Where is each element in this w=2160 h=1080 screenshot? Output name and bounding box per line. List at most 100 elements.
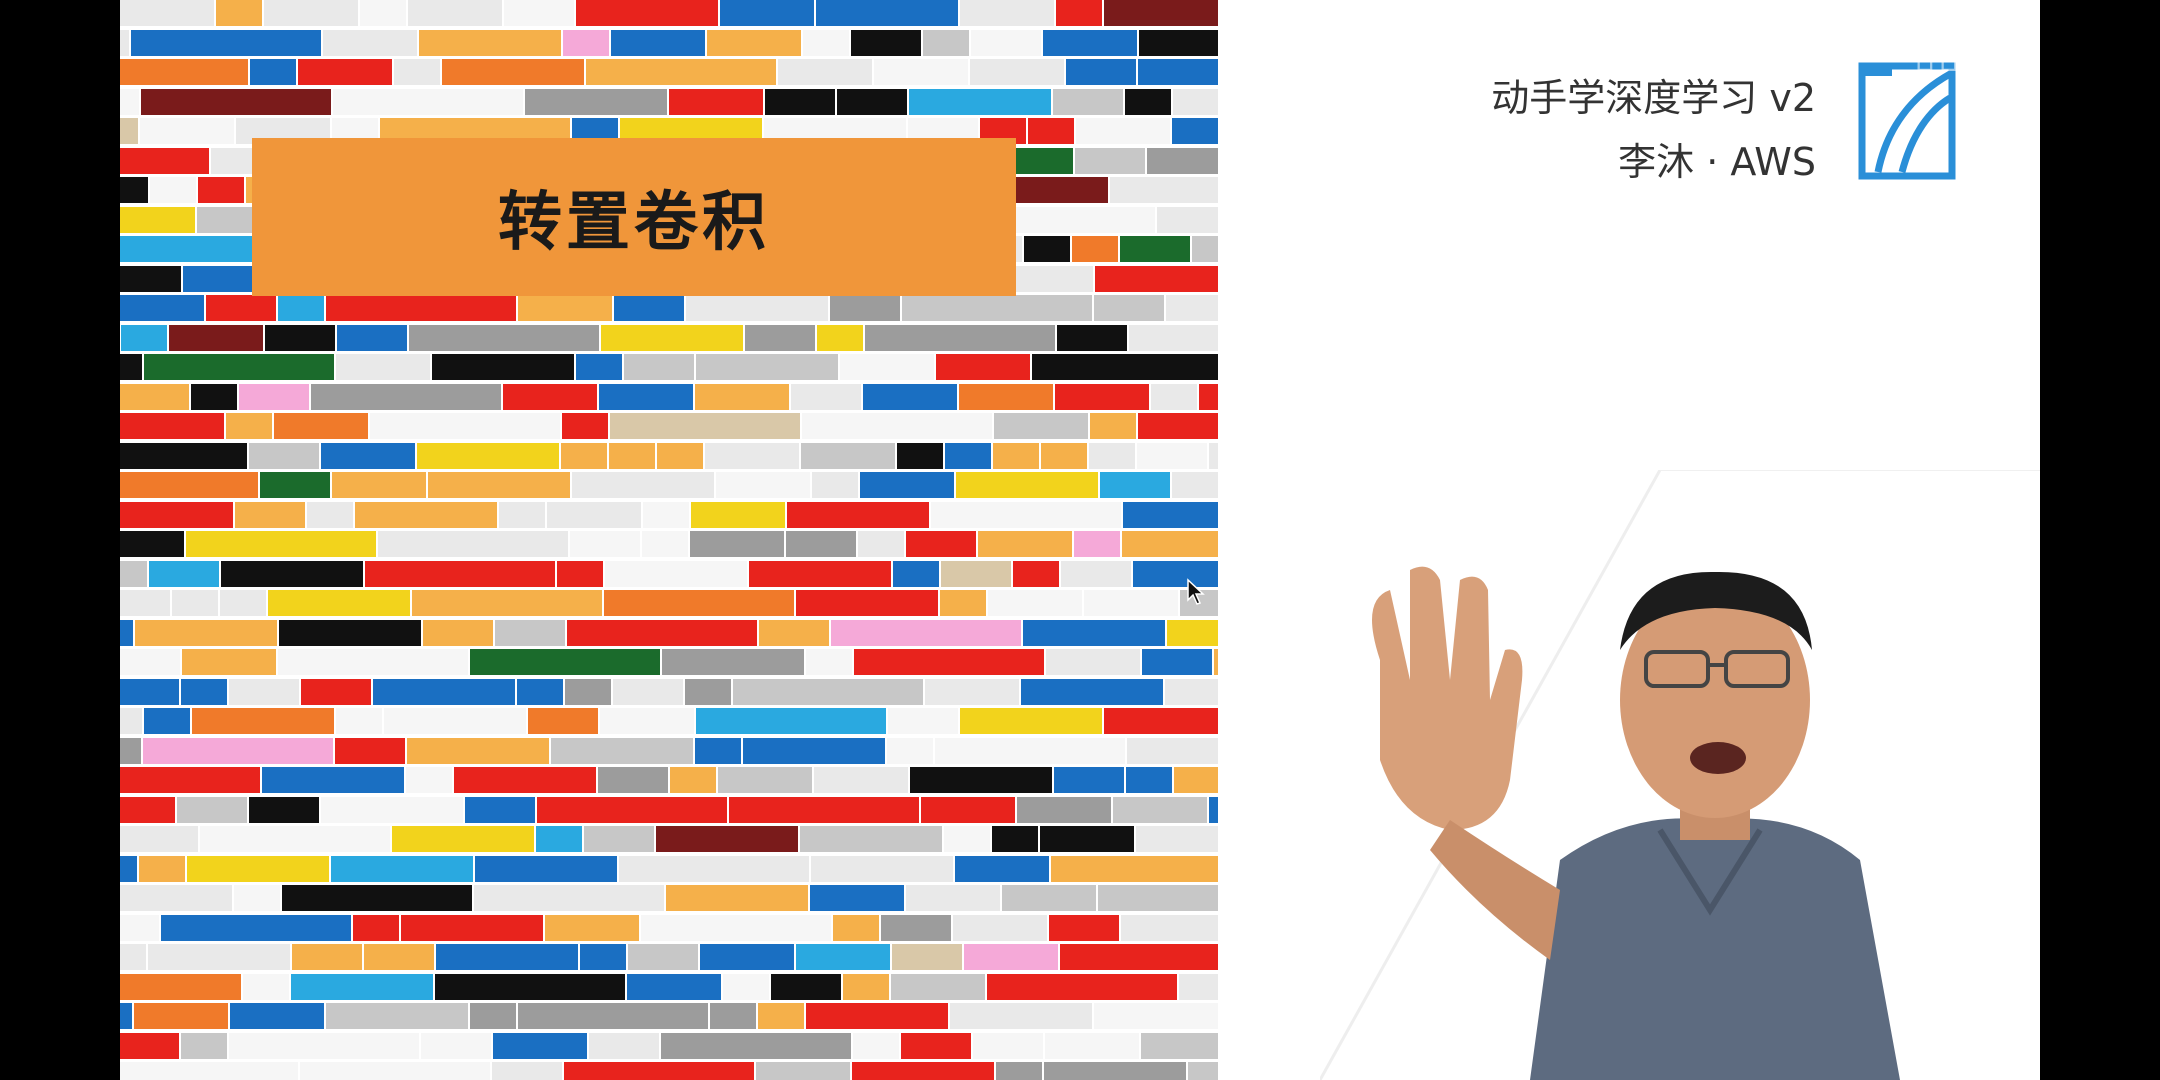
- lego-brick: [1024, 236, 1070, 262]
- lego-brick: [1179, 974, 1218, 1000]
- lego-brick: [567, 620, 757, 646]
- lego-brick: [1017, 797, 1111, 823]
- lego-brick: [186, 531, 376, 557]
- lego-brick: [656, 826, 798, 852]
- lego-brick: [1060, 944, 1218, 970]
- lego-brick: [321, 443, 415, 469]
- lego-brick: [120, 502, 233, 528]
- lego-brick: [370, 413, 560, 439]
- lego-brick: [1214, 649, 1218, 675]
- lego-brick: [249, 443, 319, 469]
- lego-brick: [695, 738, 741, 764]
- lego-brick: [1014, 177, 1108, 203]
- lego-brick: [1051, 856, 1218, 882]
- lego-brick: [525, 89, 667, 115]
- lego-brick: [120, 443, 247, 469]
- lego-brick: [1151, 384, 1197, 410]
- lego-brick: [120, 89, 139, 115]
- lego-brick: [604, 590, 794, 616]
- lego-brick: [120, 856, 137, 882]
- lego-brick: [135, 620, 277, 646]
- lego-brick: [816, 0, 958, 26]
- lego-brick: [220, 590, 266, 616]
- lego-brick: [265, 325, 335, 351]
- lego-brick: [812, 472, 858, 498]
- lego-brick: [442, 59, 584, 85]
- lego-brick: [121, 325, 167, 351]
- lego-brick: [562, 413, 608, 439]
- lego-brick: [120, 738, 141, 764]
- lego-brick: [941, 561, 1011, 587]
- lego-brick: [120, 354, 142, 380]
- lego-brick: [863, 384, 957, 410]
- lego-brick: [326, 1003, 468, 1029]
- lego-brick: [858, 531, 904, 557]
- lego-brick: [599, 384, 693, 410]
- lego-brick: [1174, 767, 1218, 793]
- lego-brick: [564, 1062, 754, 1080]
- lego-brick: [586, 59, 776, 85]
- lego-brick: [229, 679, 299, 705]
- lego-brick: [1139, 30, 1218, 56]
- lego-brick: [331, 856, 473, 882]
- slide-title: 转置卷积: [498, 186, 770, 260]
- lego-brick: [282, 885, 472, 911]
- lego-brick: [120, 472, 258, 498]
- lego-brick: [611, 30, 705, 56]
- lego-brick: [743, 738, 885, 764]
- lego-brick: [787, 502, 929, 528]
- lego-brick: [923, 30, 969, 56]
- lego-brick: [1013, 207, 1155, 233]
- lego-brick: [192, 708, 334, 734]
- lego-brick: [239, 384, 309, 410]
- lego-brick: [1125, 89, 1171, 115]
- lego-brick: [960, 708, 1102, 734]
- lego-brick: [1043, 30, 1137, 56]
- lego-brick: [605, 561, 747, 587]
- lego-brick: [1041, 443, 1087, 469]
- lego-brick: [557, 561, 603, 587]
- lego-brick: [120, 1062, 298, 1080]
- lego-brick: [148, 944, 290, 970]
- lego-brick: [278, 649, 468, 675]
- lego-brick: [1090, 413, 1136, 439]
- lego-brick: [576, 354, 622, 380]
- lego-brick: [881, 915, 951, 941]
- lego-brick: [801, 443, 895, 469]
- lego-brick: [624, 354, 694, 380]
- lego-brick: [1104, 708, 1218, 734]
- d2l-book-icon: [1858, 62, 1956, 180]
- lego-brick: [1209, 797, 1218, 823]
- lego-brick: [758, 1003, 804, 1029]
- lego-brick: [394, 59, 440, 85]
- lego-brick: [417, 443, 559, 469]
- lego-brick: [627, 974, 721, 1000]
- lego-brick: [1122, 531, 1218, 557]
- lego-brick: [803, 30, 849, 56]
- lego-brick: [206, 295, 276, 321]
- mouse-pointer-icon: [1187, 578, 1205, 605]
- lego-brick: [970, 59, 1064, 85]
- lego-brick: [944, 826, 990, 852]
- lego-brick: [226, 413, 272, 439]
- lego-brick: [1002, 885, 1096, 911]
- lego-brick: [796, 944, 890, 970]
- lego-brick: [230, 1003, 324, 1029]
- lego-brick: [504, 0, 574, 26]
- lego-brick: [707, 30, 801, 56]
- lego-brick: [1121, 915, 1218, 941]
- lego-brick: [120, 826, 198, 852]
- lego-brick: [1013, 561, 1059, 587]
- lego-brick: [1172, 472, 1218, 498]
- lego-brick: [1173, 89, 1218, 115]
- lego-brick: [642, 531, 688, 557]
- course-info: 动手学深度学习 v2 李沐 · AWS: [1491, 70, 1816, 190]
- lego-brick: [221, 561, 363, 587]
- lego-brick: [384, 708, 526, 734]
- lego-brick: [139, 856, 185, 882]
- lego-brick: [235, 502, 305, 528]
- lego-brick: [1061, 561, 1131, 587]
- lego-brick: [323, 30, 417, 56]
- video-frame: 转置卷积 动手学深度学习 v2 李沐 · AWS: [120, 0, 2040, 1080]
- lego-brick: [749, 561, 891, 587]
